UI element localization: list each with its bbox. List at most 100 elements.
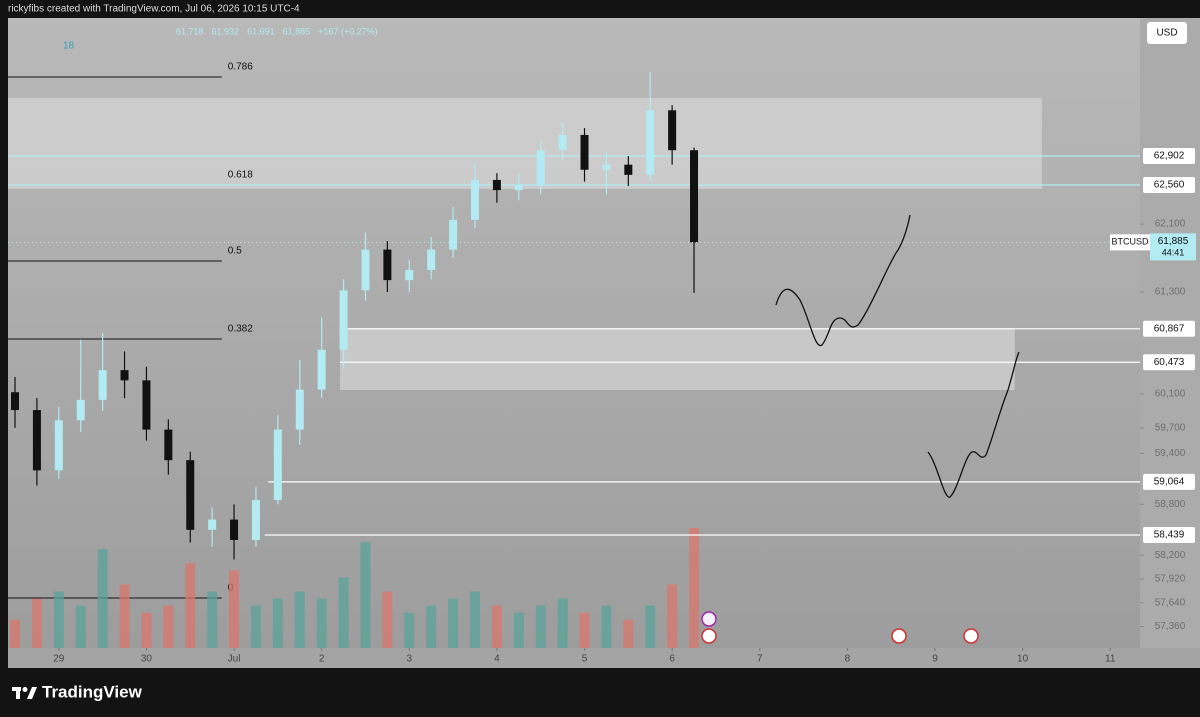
y-tick-label: 62,100 [1155,219,1186,230]
logo-part [16,687,20,699]
level-label: 59,064 [1154,477,1185,488]
volume-bar [426,605,437,648]
level-tag [1143,320,1195,337]
candle-body [449,219,458,250]
volume-bar [491,605,502,648]
volume-bar [579,612,590,648]
candle-body [339,290,348,350]
event-icon [891,628,907,644]
volume-bar [53,591,64,648]
volume-bar [404,612,415,648]
volume-bar [119,584,130,648]
x-tick-label: 4 [494,654,500,665]
volume-bar [10,619,21,648]
candle-body [536,150,545,186]
currency-button[interactable] [1147,22,1187,44]
x-tick-label: 3 [407,654,413,665]
legend-interval: 18 [63,41,75,52]
fib-label: 0.382 [228,324,253,335]
logo-part [27,687,37,699]
y-tick-label: 57,920 [1155,574,1186,585]
volume-bar [31,598,42,648]
volume-bar [557,598,568,648]
legend-value: +167 (+0.27%) [318,26,378,36]
volume-bar [623,619,634,648]
volume-bar [294,591,305,648]
candle-body [580,134,589,170]
candle-body [295,389,304,430]
level-label: 62,902 [1154,151,1185,162]
x-tick-label: Jul [228,654,241,665]
candle-body [558,134,567,151]
level-label: 60,867 [1154,323,1185,334]
brand: TradingView [42,682,143,701]
volume-bar [667,584,678,648]
candle-body [164,429,173,461]
y-tick-label: 58,200 [1155,550,1186,561]
volume-bar [75,605,86,648]
candle-body [54,420,63,471]
y-tick-label: 57,360 [1155,621,1186,632]
y-tick-label: 60,100 [1155,389,1186,400]
x-tick-label: 7 [757,654,763,665]
event-icon [701,611,717,627]
x-tick-label: 2 [319,654,325,665]
candle-body [427,249,436,270]
candle-body [383,249,392,281]
candle-body [98,370,107,400]
event-icon [701,628,717,644]
volume-bar [163,605,174,648]
currency[interactable]: USD [1156,28,1177,39]
logo-part [22,687,28,692]
drawn-path [927,351,1020,498]
level-label: 58,439 [1154,530,1185,541]
volume-bar [207,591,218,648]
volume-bar [469,591,480,648]
y-tick-label: 61,300 [1155,287,1186,298]
plot: 57,360 57,640 57,920 58,200 58,800 59,400 59,7… [8,62,1196,665]
y-tick-label: 57,640 [1155,597,1186,608]
volume-bar [448,598,459,648]
volume-bar [513,612,524,648]
event-icon [963,628,979,644]
y-tick-label: 59,400 [1155,448,1186,459]
y-tick-label: 58,800 [1155,499,1186,510]
candle-body [76,399,85,421]
x-tick-label: 5 [582,654,588,665]
candle-body [142,380,151,430]
candle-body [186,460,195,530]
candle-body [11,392,20,411]
volume-bar [141,612,152,648]
volume-bar [250,605,261,648]
level-label: 60,473 [1154,357,1185,368]
candle-body [602,164,611,170]
volume-bar [185,563,196,648]
volume-bar [360,542,371,648]
volume-bar [601,605,612,648]
candle-body [646,110,655,175]
volume-bar [382,591,393,648]
brand-logo [12,687,37,699]
time-axis [8,648,1200,668]
candle-body [120,370,129,381]
candle-body [317,349,326,390]
x-tick-label: 9 [932,654,938,665]
candle-body [470,179,479,220]
volume-bar [535,605,546,648]
fib-label: 0.618 [228,170,253,181]
volume-bar [97,549,108,648]
symbol-label: BTCUSD [1111,237,1149,247]
candle-body [405,269,414,281]
candle-body [514,185,523,191]
x-tick-label: 11 [1105,654,1116,665]
volume-bar [645,605,656,648]
x-tick-label: 10 [1017,654,1029,665]
level-tag [1143,147,1195,164]
legend-value: 61,885 [283,26,311,36]
volume-bar [338,577,349,648]
level-tag [1143,354,1195,371]
x-tick-label: 30 [141,654,153,665]
candle-body [32,410,41,471]
volume-bar [316,598,327,648]
